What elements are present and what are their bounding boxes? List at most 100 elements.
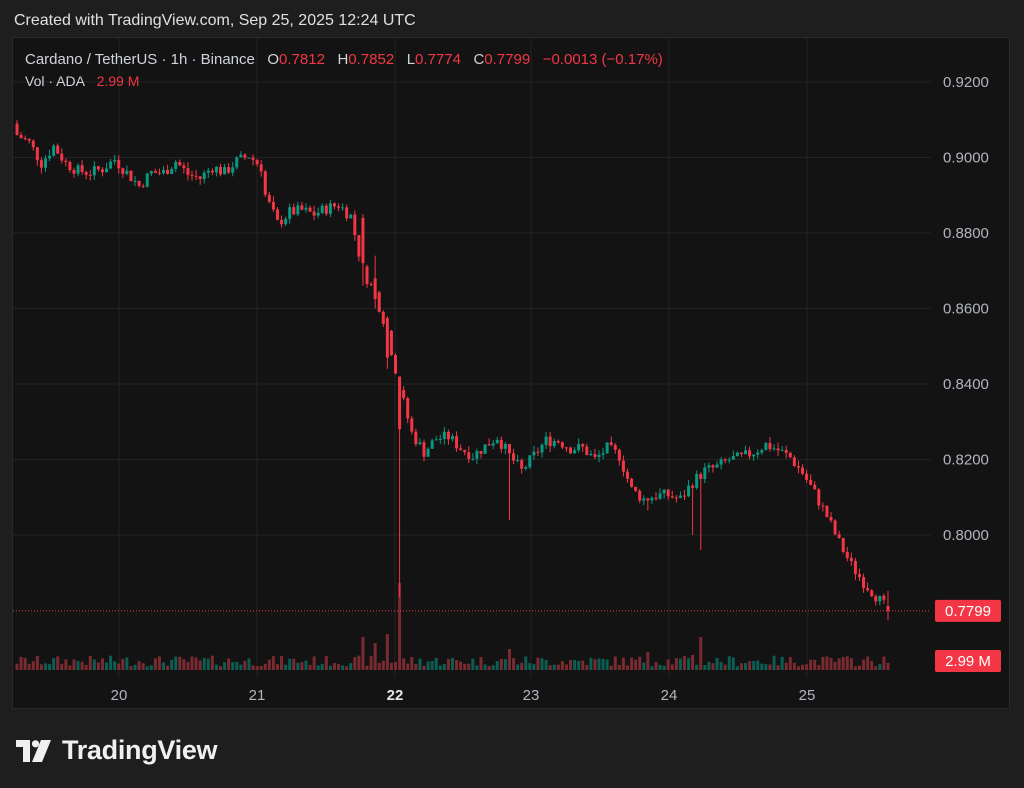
volume-bar [723, 664, 727, 670]
candle-body [300, 205, 304, 210]
candle-body [194, 175, 198, 177]
candle-body [442, 431, 446, 439]
candle-body [243, 154, 247, 158]
low-value: 0.7774 [415, 51, 461, 68]
candle-body [68, 161, 72, 171]
volume-bar [870, 660, 874, 670]
candle-body [210, 170, 214, 173]
candle-body [141, 185, 145, 187]
date-tick-label: 25 [799, 687, 816, 704]
volume-bar [414, 663, 418, 670]
candle-body [857, 574, 861, 578]
candle-body [463, 450, 467, 453]
volume-bar [178, 656, 182, 670]
volume-bar [483, 664, 487, 670]
volume-bar [96, 662, 100, 670]
symbol-legend[interactable]: Cardano / TetherUS · 1h · Binance O0.781… [25, 51, 663, 68]
volume-bar [304, 660, 308, 670]
volume-bar [100, 658, 104, 670]
volume-bar [801, 664, 805, 670]
volume-bar [267, 659, 271, 670]
candle-body [133, 180, 137, 182]
candle-body [699, 473, 703, 479]
volume-bar [829, 657, 833, 670]
candle-body [626, 471, 629, 479]
volume-bar [512, 658, 516, 670]
close-value: 0.7799 [484, 51, 531, 68]
candle-body [593, 454, 597, 457]
volume-bar [467, 663, 471, 670]
candle-body [149, 171, 153, 174]
volume-label: Vol · ADA [25, 73, 85, 89]
candle-body [882, 595, 886, 600]
candle-body [524, 467, 528, 469]
candle-body [259, 164, 263, 172]
last-volume-badge [935, 650, 1001, 672]
candle-body [328, 203, 332, 214]
candle-body [426, 448, 430, 457]
volume-bar [357, 655, 361, 670]
volume-bar [780, 656, 784, 670]
chart-panel[interactable]: 0.9200 0.9000 0.8800 0.8600 0.8400 0.8200 0.80… [12, 37, 1010, 709]
volume-bar [64, 659, 68, 670]
date-tick-label: 24 [661, 687, 678, 704]
volume-bar [564, 664, 568, 670]
created-with-caption: Created with TradingView.com, Sep 25, 20… [14, 12, 416, 29]
candle-body [153, 171, 157, 173]
candle-body [446, 431, 450, 440]
date-tick-label: 20 [111, 687, 128, 704]
candle-body [88, 174, 92, 176]
volume-legend[interactable]: Vol · ADA 2.99 M [25, 73, 139, 89]
volume-bar [475, 665, 479, 670]
volume-bar [332, 663, 336, 670]
volume-bar [341, 665, 345, 670]
volume-bar [76, 661, 80, 670]
volume-bar [552, 664, 556, 670]
candle-body [499, 439, 503, 449]
candle-body [507, 444, 511, 454]
volume-bar [874, 666, 878, 670]
symbol-name[interactable]: Cardano / TetherUS · 1h · Binance [25, 51, 255, 68]
candle-body [528, 455, 532, 468]
candle-body [805, 473, 809, 480]
candle-body [157, 172, 161, 174]
volume-bar [703, 664, 707, 670]
candle-body [503, 444, 507, 449]
volume-bar [674, 658, 678, 670]
high-label: H [337, 51, 349, 68]
candlestick-chart[interactable]: 0.9200 0.9000 0.8800 0.8600 0.8400 0.8200 0.80… [13, 38, 1009, 708]
volume-bar [312, 656, 316, 670]
candle-body [617, 449, 621, 461]
volume-bar [878, 664, 882, 670]
tradingview-logo-icon [16, 739, 51, 762]
candle-body [80, 165, 84, 173]
candle-body [389, 330, 393, 356]
candle-body [324, 205, 328, 214]
candle-body [760, 450, 764, 453]
volume-bar [536, 657, 540, 670]
candle-body [271, 201, 275, 210]
candle-body [109, 161, 113, 169]
candle-body [381, 311, 385, 324]
volume-bar [117, 663, 121, 670]
price-tick-label: 0.8400 [943, 376, 989, 393]
volume-bar [113, 661, 117, 670]
volume-bar [455, 660, 459, 670]
volume-bar [442, 663, 446, 670]
volume-bar [857, 665, 861, 670]
candle-body [137, 180, 141, 186]
candle-body [231, 167, 235, 173]
candle-body [739, 452, 743, 455]
candle-body [100, 169, 104, 173]
volume-bar [862, 659, 866, 670]
volume-bar [292, 658, 296, 670]
candle-body [27, 138, 31, 141]
candle-body [398, 376, 402, 430]
candle-body [219, 166, 222, 175]
volume-bar [825, 656, 829, 670]
volume-bar [105, 662, 109, 670]
candle-body [687, 485, 691, 497]
tradingview-brand[interactable]: TradingView [16, 735, 218, 766]
candle-body [64, 160, 68, 162]
volume-bar [731, 657, 735, 670]
